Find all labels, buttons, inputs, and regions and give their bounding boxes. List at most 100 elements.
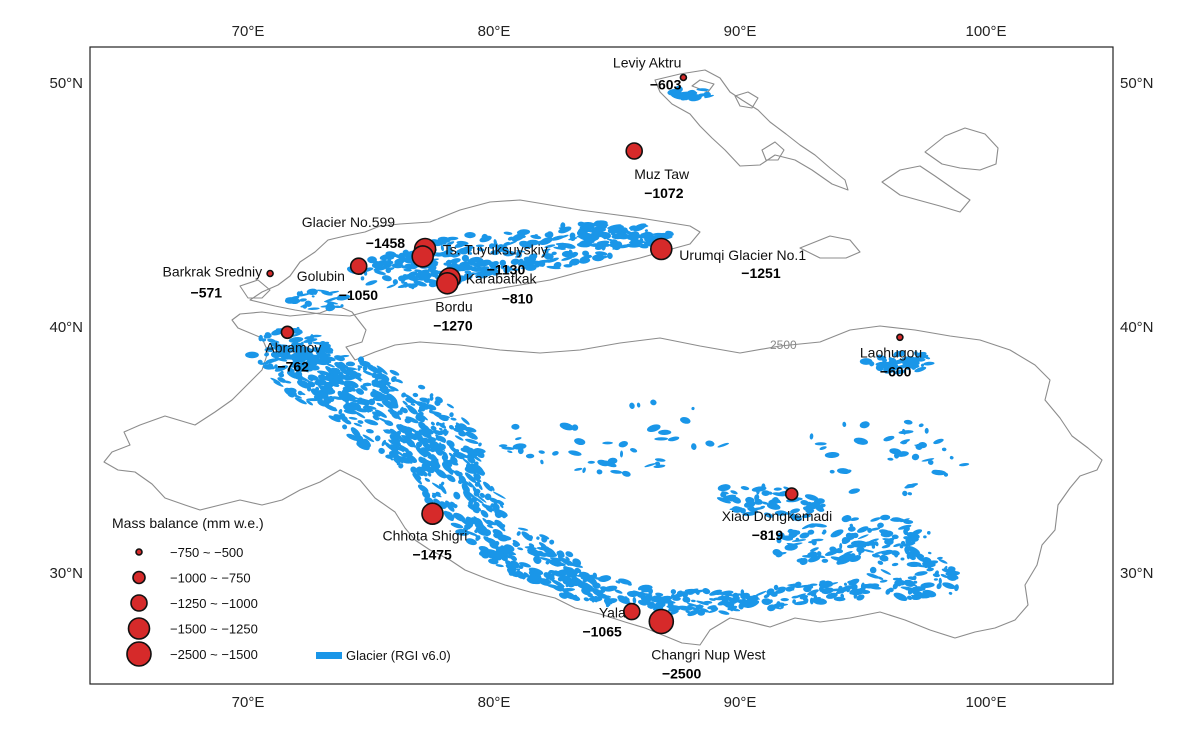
lon-tick-bottom-100: 100°E (965, 694, 1006, 711)
lon-tick-top-100: 100°E (965, 23, 1006, 40)
site-name: Barkrak Sredniy (163, 264, 263, 280)
lon-tick-top-90: 90°E (724, 23, 757, 40)
site-marker[interactable] (411, 245, 435, 268)
site-name: Muz Taw (634, 166, 690, 182)
site-name: Changri Nup West (651, 647, 765, 663)
site-name: Golubin (297, 268, 345, 284)
glacier-site[interactable]: Yala −1065 (582, 602, 641, 640)
site-mass-balance: −1050 (339, 287, 379, 303)
site-mass-balance: −1130 (487, 261, 526, 277)
region-outlines (103, 69, 1103, 646)
lon-tick-top-80: 80°E (478, 23, 511, 40)
site-name: Karabatkak (466, 271, 538, 287)
lat-tick-left-40: 40°N (49, 319, 83, 336)
glacier-cluster (667, 85, 715, 102)
site-marker[interactable] (896, 333, 904, 342)
legend-symbol (132, 570, 146, 585)
site-mass-balance: −1270 (433, 317, 473, 333)
lon-tick-bottom-90: 90°E (724, 694, 757, 711)
glacier-site[interactable]: Abramov −762 (265, 325, 321, 374)
contour-label: 2500 (770, 338, 797, 352)
region-outline (654, 69, 849, 191)
site-mass-balance: −1475 (413, 547, 453, 563)
site-mass-balance: −819 (752, 527, 784, 543)
lat-tick-right-40: 40°N (1120, 319, 1154, 336)
glacier-site[interactable]: Leviy Aktru −603 (613, 55, 688, 93)
axis-ticks: 70°E 80°E 90°E 100°E 70°E 80°E 90°E 100°… (49, 23, 1153, 711)
site-marker[interactable] (435, 271, 459, 295)
site-mass-balance: −762 (277, 358, 309, 374)
site-mass-balance: −810 (502, 291, 534, 307)
glacier-sites: Leviy Aktru −603 Muz Taw −1072 Glacier No.59… (163, 55, 923, 682)
glacier-legend-swatch (316, 652, 342, 659)
glacier-site[interactable]: Urumqi Glacier No.1 −1251 (649, 237, 807, 282)
glacier-site[interactable]: Laohugou −600 (860, 333, 922, 379)
site-marker[interactable] (622, 602, 641, 621)
legend-symbol (127, 617, 151, 640)
site-marker[interactable] (649, 237, 673, 261)
region-outline (734, 91, 759, 109)
site-mass-balance: −600 (880, 363, 912, 379)
glacier-site[interactable]: Xiao Dongkemadi −819 (722, 487, 833, 543)
glacier-site[interactable]: Bordu −1270 (433, 271, 473, 334)
lat-tick-right-50: 50°N (1120, 75, 1154, 92)
region-outline (761, 141, 785, 161)
glacier-areas (245, 85, 970, 617)
site-name: Ts. Tuyuksuyskiy (443, 241, 548, 257)
legend: Mass balance (mm w.e.) −750 ~ −500 −1000 … (112, 515, 451, 667)
legend-class-label: −1000 ~ −750 (170, 571, 251, 586)
site-marker[interactable] (625, 142, 644, 160)
site-marker[interactable] (349, 257, 368, 276)
legend-class-label: −1250 ~ −1000 (170, 596, 258, 611)
glacier-site[interactable]: Golubin −1050 (297, 257, 379, 303)
legend-title: Mass balance (mm w.e.) (112, 515, 264, 531)
glacier-site[interactable]: Changri Nup West −2500 (648, 608, 766, 682)
glacier-cluster (809, 419, 970, 497)
lat-tick-left-50: 50°N (49, 75, 83, 92)
site-marker[interactable] (648, 608, 675, 635)
glacier-cluster (859, 350, 935, 375)
lon-tick-bottom-70: 70°E (232, 694, 265, 711)
site-name: Yala (599, 605, 626, 621)
site-name: Abramov (265, 339, 321, 355)
lon-tick-bottom-80: 80°E (478, 694, 511, 711)
site-mass-balance: −571 (191, 285, 223, 301)
legend-symbol (135, 548, 143, 556)
site-name: Urumqi Glacier No.1 (679, 247, 806, 263)
glacier-cluster (720, 578, 882, 612)
glacier-cluster (498, 399, 729, 477)
glacier-cluster (866, 546, 960, 601)
legend-class-label: −1500 ~ −1250 (170, 622, 258, 637)
glacier-site[interactable]: Karabatkak −810 (438, 267, 538, 307)
site-name: Laohugou (860, 344, 922, 360)
region-outline (249, 199, 701, 317)
region-outline (924, 127, 999, 171)
site-marker[interactable] (679, 73, 688, 82)
site-name: Bordu (435, 298, 472, 314)
legend-symbol (126, 641, 152, 667)
region-outline (103, 305, 1103, 646)
lat-tick-right-30: 30°N (1120, 565, 1154, 582)
site-mass-balance: −1065 (582, 624, 622, 640)
glacier-site[interactable]: Muz Taw −1072 (625, 142, 690, 201)
glacier-site[interactable]: Barkrak Sredniy −571 (163, 264, 274, 301)
site-marker[interactable] (421, 502, 444, 526)
lon-tick-top-70: 70°E (232, 23, 265, 40)
glacier-cluster (716, 483, 826, 522)
site-marker[interactable] (266, 269, 274, 278)
glacier-site[interactable]: Chhota Shigri −1475 (383, 502, 468, 563)
site-name: Glacier No.599 (302, 214, 396, 230)
legend-symbol (130, 594, 148, 612)
region-outline (881, 165, 971, 213)
site-marker[interactable] (280, 325, 295, 340)
site-marker[interactable] (784, 487, 799, 501)
glacier-cluster (284, 288, 351, 312)
glacier-site[interactable]: Ts. Tuyuksuyskiy −1130 (411, 241, 548, 277)
legend-class-label: −750 ~ −500 (170, 545, 243, 560)
site-mass-balance: −1072 (644, 185, 684, 201)
site-name: Leviy Aktru (613, 55, 681, 71)
site-name: Chhota Shigri (383, 528, 468, 544)
region-outline (239, 279, 271, 299)
site-mass-balance: −2500 (662, 666, 702, 682)
